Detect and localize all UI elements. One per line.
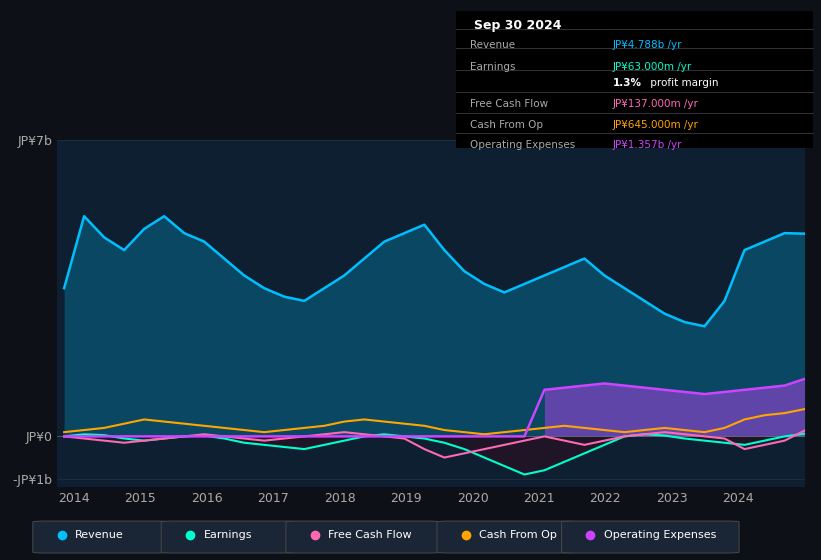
Text: Cash From Op: Cash From Op (479, 530, 557, 540)
Text: Free Cash Flow: Free Cash Flow (470, 99, 548, 109)
Text: JP¥645.000m /yr: JP¥645.000m /yr (612, 120, 699, 129)
Text: Sep 30 2024: Sep 30 2024 (474, 20, 561, 32)
Text: Operating Expenses: Operating Expenses (604, 530, 716, 540)
FancyBboxPatch shape (161, 521, 297, 553)
Text: Revenue: Revenue (76, 530, 124, 540)
FancyBboxPatch shape (437, 521, 576, 553)
FancyBboxPatch shape (286, 521, 441, 553)
Text: 1.3%: 1.3% (612, 78, 642, 88)
Text: Revenue: Revenue (470, 40, 515, 50)
Text: Operating Expenses: Operating Expenses (470, 140, 576, 150)
Text: Earnings: Earnings (204, 530, 252, 540)
Text: Earnings: Earnings (470, 62, 516, 72)
Text: JP¥137.000m /yr: JP¥137.000m /yr (612, 99, 699, 109)
Text: profit margin: profit margin (647, 78, 718, 88)
FancyBboxPatch shape (33, 521, 169, 553)
Text: JP¥4.788b /yr: JP¥4.788b /yr (612, 40, 682, 50)
Text: JP¥63.000m /yr: JP¥63.000m /yr (612, 62, 692, 72)
Text: JP¥1.357b /yr: JP¥1.357b /yr (612, 140, 682, 150)
FancyBboxPatch shape (562, 521, 739, 553)
Text: Cash From Op: Cash From Op (470, 120, 543, 129)
Text: Free Cash Flow: Free Cash Flow (328, 530, 412, 540)
